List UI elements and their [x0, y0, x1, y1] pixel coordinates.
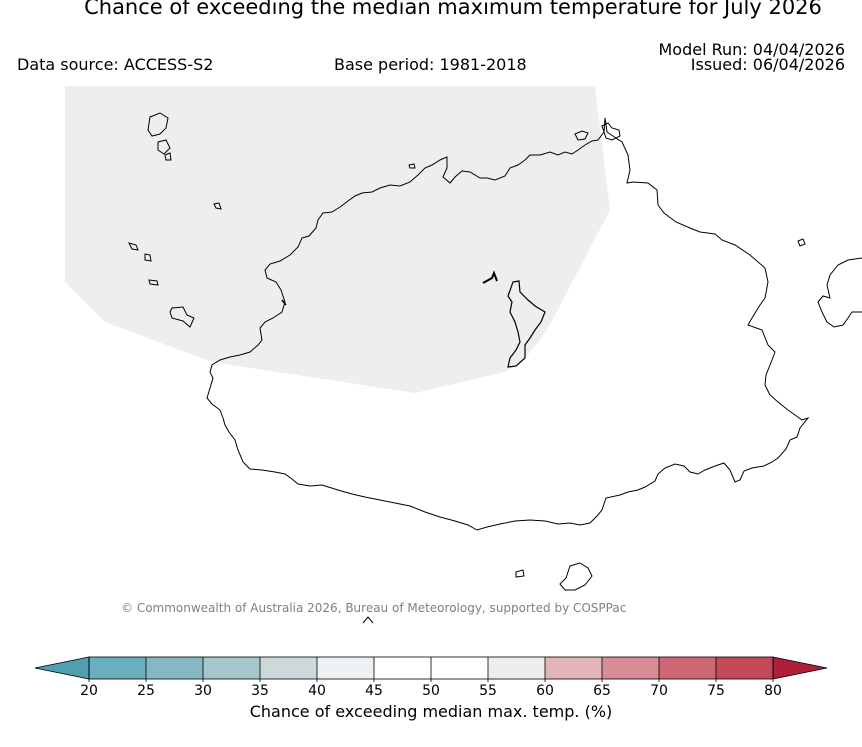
inland-lake-outline [507, 280, 546, 368]
island-south-2 [559, 562, 593, 591]
colorbar-tick-label-40: 40 [308, 683, 326, 695]
island-west-4 [148, 279, 159, 286]
island-west-1 [213, 202, 222, 210]
colorbar-segment-50-55 [431, 657, 489, 679]
colorbar-tick-label-65: 65 [593, 683, 611, 695]
colorbar-tick-label-55: 55 [479, 683, 497, 695]
shaded-region-50-55 [65, 86, 610, 393]
colorbar-segment-20-25 [89, 657, 147, 679]
page-title: Chance of exceeding the median maximum t… [84, 0, 822, 19]
base-period-label: Base period: 1981-2018 [334, 55, 527, 74]
copyright-notice: © Commonwealth of Australia 2026, Bureau… [121, 601, 627, 615]
island-east-small [797, 238, 806, 247]
colorbar-tick-label-70: 70 [650, 683, 668, 695]
colorbar-tick-label-35: 35 [251, 683, 269, 695]
island-west-3 [144, 253, 152, 262]
colorbar-segment-35-40 [260, 657, 318, 679]
colorbar-tick-label-25: 25 [137, 683, 155, 695]
data-source-label: Data source: ACCESS-S2 [17, 55, 214, 74]
colorbar-segment-55-60 [488, 657, 546, 679]
island-west-5 [169, 306, 195, 328]
issued-label: Issued: 06/04/2026 [690, 55, 845, 74]
island-west-2 [128, 242, 139, 251]
island-northwest-3 [164, 152, 172, 161]
colorbar-segment-25-30 [146, 657, 204, 679]
colorbar-tick-label-75: 75 [707, 683, 725, 695]
island-north-tiny [408, 163, 416, 169]
colorbar-tick-label-50: 50 [422, 683, 440, 695]
colorbar-segment-75-80 [716, 657, 774, 679]
island-north-small [574, 130, 589, 141]
colorbar-tick-label-45: 45 [365, 683, 383, 695]
colorbar-segment-45-50 [374, 657, 432, 679]
colorbar-tick-label-30: 30 [194, 683, 212, 695]
island-south-3 [362, 616, 374, 624]
coast-mark-small [281, 299, 287, 306]
colorbar-under-arrow [34, 656, 90, 680]
colorbar-segment-65-70 [602, 657, 660, 679]
colorbar-segment-60-65 [545, 657, 603, 679]
colorbar-segment-30-35 [203, 657, 261, 679]
colorbar-tick-label-80: 80 [764, 683, 782, 695]
colorbar-tick-label-60: 60 [536, 683, 554, 695]
colorbar-segment-40-45 [317, 657, 375, 679]
colorbar-segment-70-75 [659, 657, 717, 679]
colorbar-over-arrow [772, 656, 828, 680]
eastern-island-coastline [817, 257, 862, 328]
colorbar: 20 25 30 35 40 45 50 55 60 65 70 75 80 [34, 656, 828, 695]
island-northwest-2 [157, 139, 171, 155]
model-run-label: Model Run: 04/04/2026 [658, 40, 846, 59]
inland-lake-inlet [482, 270, 498, 284]
island-south-1 [515, 569, 525, 578]
colorbar-label: Chance of exceeding median max. temp. (%… [249, 702, 613, 721]
island-north-small-2 [601, 122, 621, 141]
island-northwest-1 [147, 112, 169, 137]
main-island-coastline [206, 117, 810, 531]
colorbar-tick-label-20: 20 [80, 683, 98, 695]
